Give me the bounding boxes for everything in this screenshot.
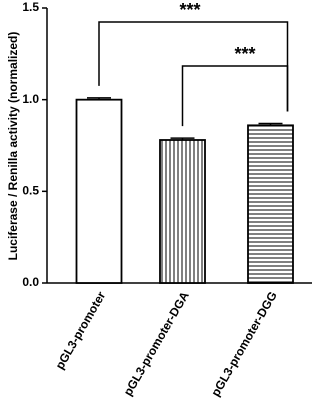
y-tick-label: 0.0 (22, 275, 39, 289)
y-axis-label: Luciferase / Renilla activity (normalize… (6, 32, 20, 261)
significance-label: *** (234, 44, 255, 64)
y-tick-label: 1.5 (22, 0, 39, 14)
significance-label: *** (179, 0, 200, 20)
x-tick-label: pGL3-promoter-DGG (208, 289, 279, 399)
bar (75, 98, 123, 284)
x-tick-label: pGL3-promoter (53, 289, 109, 372)
y-tick-label: 1.0 (22, 92, 39, 106)
significance-bracket (181, 65, 289, 127)
bar (159, 139, 206, 284)
bar (247, 124, 294, 284)
y-tick-label: 0.5 (22, 184, 39, 198)
x-tick-label: pGL3-promoter-DGA (121, 289, 192, 398)
